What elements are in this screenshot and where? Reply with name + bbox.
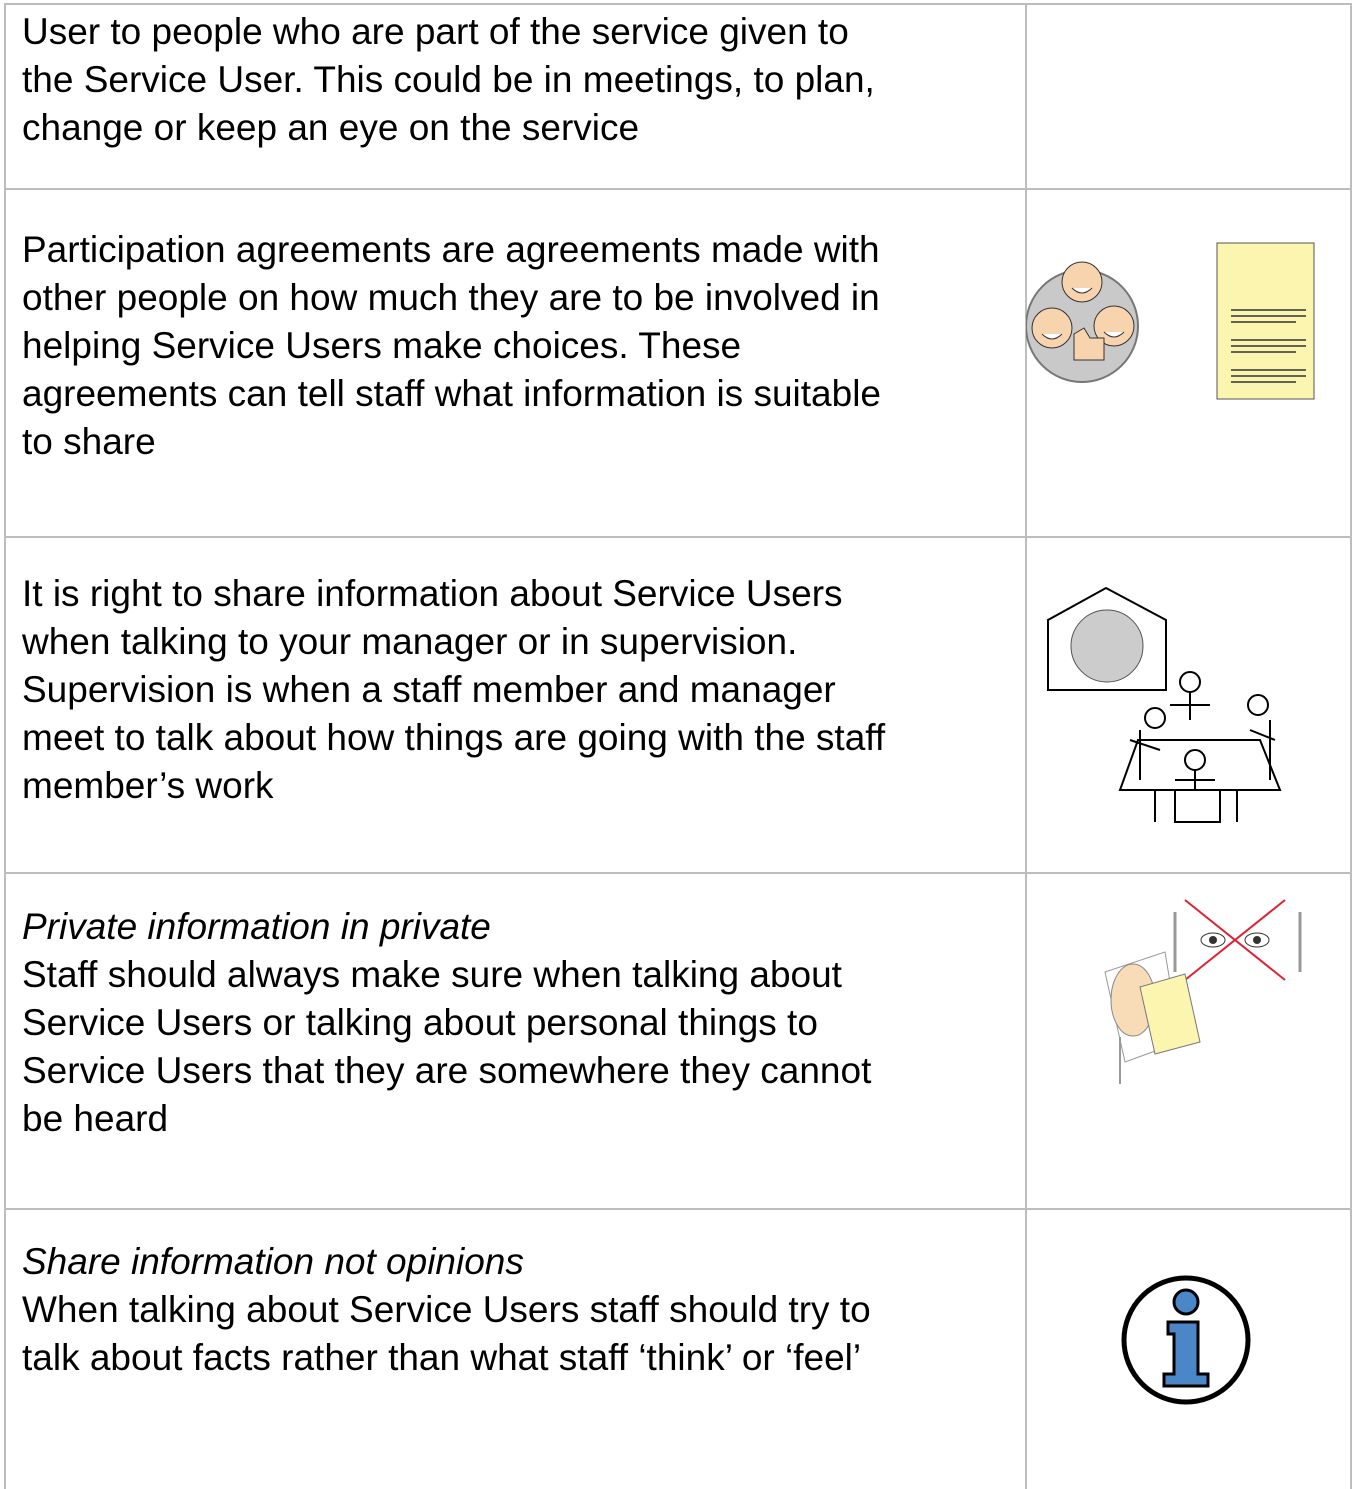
cell-text: It is right to share information about S… — [22, 573, 843, 614]
row-divider — [4, 1208, 1352, 1210]
row-divider — [4, 536, 1352, 538]
cell-text: When talking about Service Users staff s… — [22, 1289, 871, 1330]
participation-icon — [1026, 242, 1315, 400]
table-border — [4, 3, 1352, 5]
text-cell: Share information not opinions When talki… — [22, 1238, 1012, 1382]
cell-text: User to people who are part of the servi… — [22, 11, 849, 52]
cell-text: be heard — [22, 1098, 169, 1139]
cell-text: agreements can tell staff what informati… — [22, 373, 881, 414]
cell-text: the Service User. This could be in meeti… — [22, 59, 875, 100]
cell-text: talk about facts rather than what staff … — [22, 1337, 862, 1378]
cell-text: helping Service Users make choices. Thes… — [22, 325, 742, 366]
cell-text: other people on how much they are to be … — [22, 277, 880, 318]
cell-text: Participation agreements are agreements … — [22, 229, 880, 270]
text-cell: User to people who are part of the servi… — [22, 8, 1012, 152]
cell-text: change or keep an eye on the service — [22, 107, 640, 148]
text-cell: Participation agreements are agreements … — [22, 226, 1012, 466]
table-border — [4, 3, 6, 1489]
cell-text: when talking to your manager or in super… — [22, 621, 798, 662]
supervision-icon — [1047, 586, 1282, 823]
cell-text: to share — [22, 421, 156, 462]
cell-text: Service Users that they are somewhere th… — [22, 1050, 872, 1091]
text-cell: It is right to share information about S… — [22, 570, 1012, 810]
cell-heading: Share information not opinions — [22, 1241, 524, 1282]
column-divider — [1025, 3, 1027, 1489]
info-icon — [1121, 1275, 1251, 1405]
cell-text: Supervision is when a staff member and m… — [22, 669, 836, 710]
cell-heading: Private information in private — [22, 906, 491, 947]
row-divider — [4, 872, 1352, 874]
text-cell: Private information in private Staff shou… — [22, 903, 1012, 1143]
cell-text: Service Users or talking about personal … — [22, 1002, 818, 1043]
cell-text: member’s work — [22, 765, 274, 806]
cell-text: Staff should always make sure when talki… — [22, 954, 842, 995]
private-icon — [1104, 899, 1302, 1084]
cell-text: meet to talk about how things are going … — [22, 717, 886, 758]
row-divider — [4, 188, 1352, 190]
table-border — [1350, 3, 1352, 1489]
